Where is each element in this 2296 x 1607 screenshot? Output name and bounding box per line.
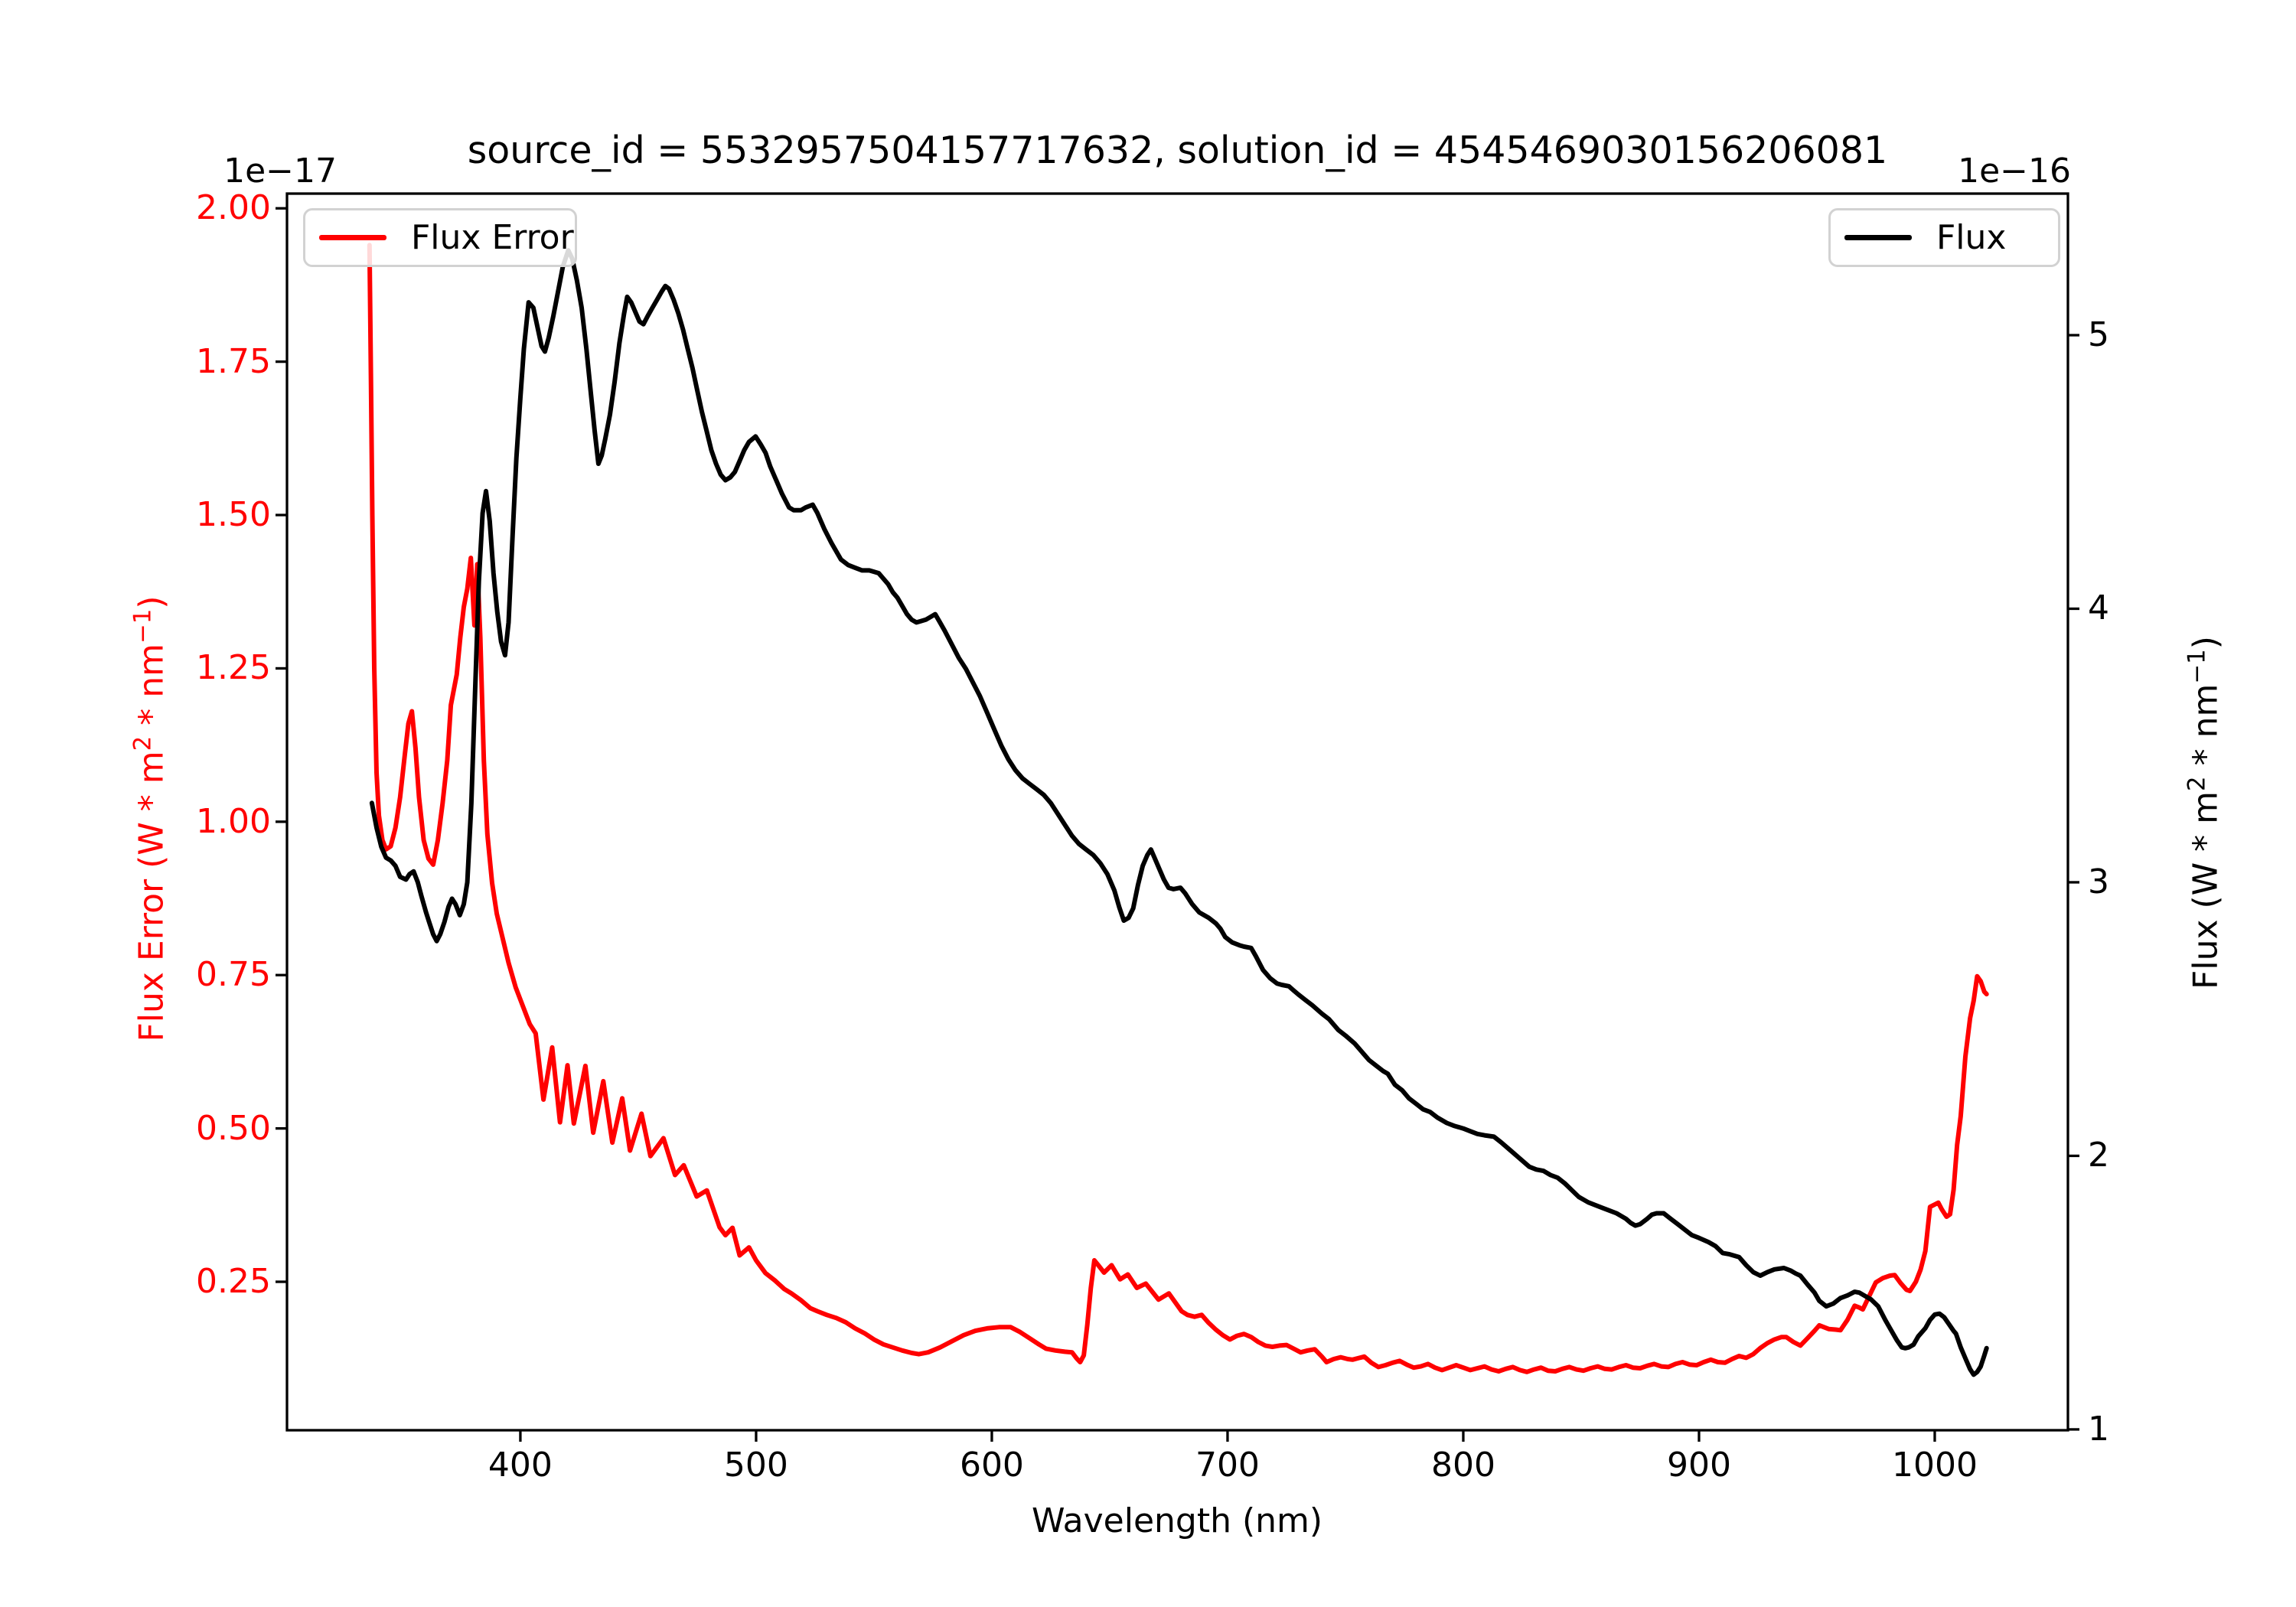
x-tick-label: 1000 xyxy=(1891,1446,1978,1485)
y-axis-label-flux-error: Flux Error (W * m2 * nm−1) xyxy=(129,595,171,1042)
y-left-tick-label: 1.75 xyxy=(196,341,271,381)
axes-frame xyxy=(285,192,2069,1432)
x-tick-label: 800 xyxy=(1430,1446,1495,1485)
x-tick-label: 500 xyxy=(723,1446,788,1485)
x-tick-label: 600 xyxy=(959,1446,1024,1485)
legend-flux-error: Flux Error xyxy=(303,208,577,267)
legend-flux-error-label: Flux Error xyxy=(411,218,574,257)
right-axis-scale-offset: 1e−16 xyxy=(1958,152,2071,191)
y-left-tick-label: 0.25 xyxy=(196,1262,271,1302)
y-right-tick-label: 2 xyxy=(2088,1136,2109,1175)
y-axis-label-flux: Flux (W * m2 * nm−1) xyxy=(2183,636,2226,989)
y-left-tick-label: 1.25 xyxy=(196,648,271,688)
flux-error-line-sample-icon xyxy=(319,235,386,240)
series-line-flux-error xyxy=(367,243,1989,1374)
x-axis-label: Wavelength (nm) xyxy=(1031,1501,1323,1540)
y-left-tick-label: 2.00 xyxy=(196,188,271,228)
y-left-tick-label: 1.00 xyxy=(196,801,271,841)
y-right-tick-label: 4 xyxy=(2088,588,2109,628)
series-line-flux xyxy=(369,248,1989,1377)
y-left-tick-label: 0.75 xyxy=(196,955,271,995)
y-left-tick-label: 0.50 xyxy=(196,1108,271,1148)
x-tick-label: 700 xyxy=(1195,1446,1260,1485)
flux-line-sample-icon xyxy=(1844,235,1912,240)
y-right-tick-label: 1 xyxy=(2088,1409,2109,1449)
plot-title: source_id = 5532957504157717632, solutio… xyxy=(467,129,1888,172)
legend-flux: Flux xyxy=(1828,208,2060,267)
y-left-tick-label: 1.50 xyxy=(196,495,271,535)
legend-flux-label: Flux xyxy=(1936,218,2007,257)
left-axis-scale-offset: 1e−17 xyxy=(223,152,337,191)
x-tick-label: 400 xyxy=(488,1446,553,1485)
y-right-tick-label: 3 xyxy=(2088,862,2109,901)
x-tick-label: 900 xyxy=(1666,1446,1731,1485)
y-right-tick-label: 5 xyxy=(2088,315,2109,354)
